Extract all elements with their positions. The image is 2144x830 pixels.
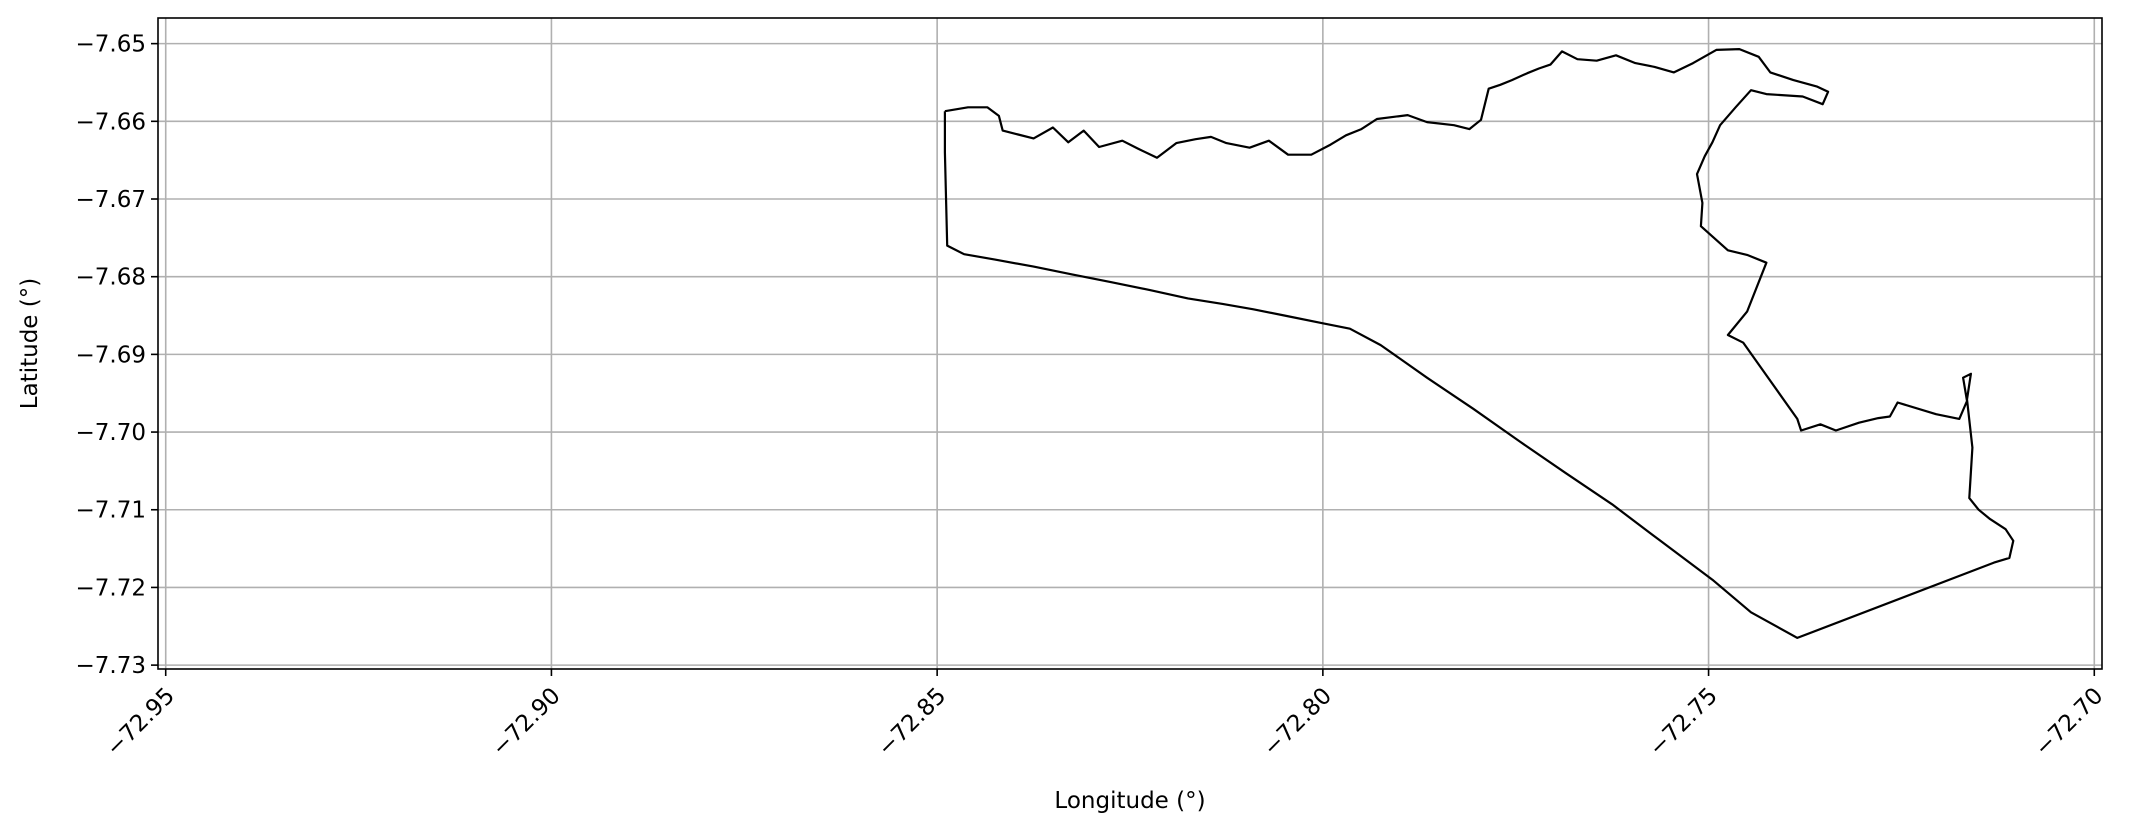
boundary-line: [943, 48, 2015, 639]
y-tick-label: −7.68: [76, 265, 146, 291]
y-axis-label: Latitude (°): [17, 278, 43, 409]
x-axis-label: Longitude (°): [1054, 788, 1205, 814]
y-tick-label: −7.72: [76, 575, 146, 601]
grid: [158, 18, 2102, 669]
y-tick-label: −7.66: [76, 109, 146, 135]
y-axis-ticks: −7.65 −7.66 −7.67 −7.68 −7.69 −7.70 −7.71 −7.72…: [76, 32, 158, 679]
y-tick-label: −7.65: [76, 32, 146, 58]
axes-frame: [157, 17, 2103, 670]
y-tick-label: −7.71: [76, 498, 146, 524]
plot-area: [943, 48, 2015, 639]
y-tick-label: −7.69: [76, 342, 146, 368]
y-tick-label: −7.73: [76, 653, 146, 679]
y-tick-label: −7.67: [76, 187, 146, 213]
y-tick-label: −7.70: [76, 420, 146, 446]
